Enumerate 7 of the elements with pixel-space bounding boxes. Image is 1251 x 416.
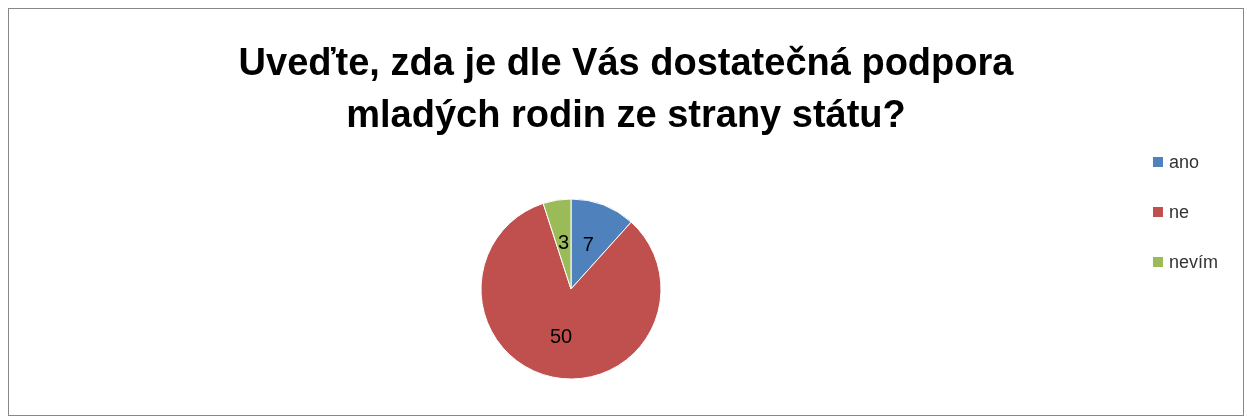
data-label: 50 <box>549 324 573 347</box>
legend-label: nevím <box>1168 252 1219 272</box>
legend-label: ano <box>1168 152 1200 172</box>
chart-title: Uveďte, zda je dle Vás dostatečná podpora mladých rodin ze strany státu? <box>238 41 1015 135</box>
legend-label: ne <box>1168 202 1190 222</box>
data-label: 3 <box>557 230 570 253</box>
data-label: 7 <box>582 233 594 256</box>
